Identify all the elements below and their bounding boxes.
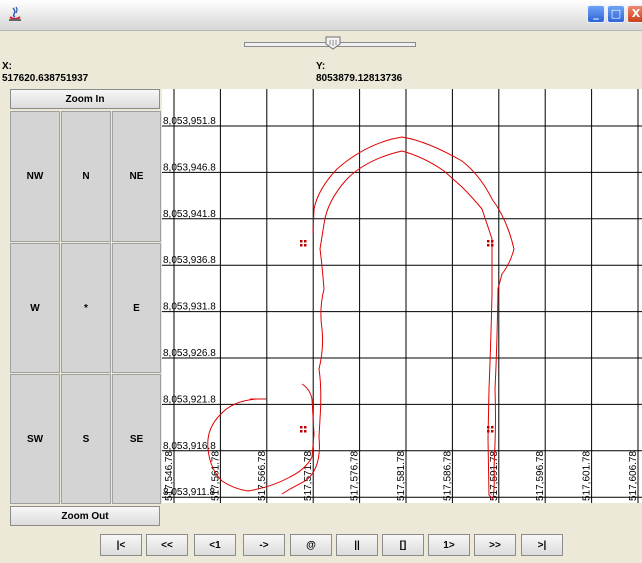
nav-last-button[interactable]: >| bbox=[521, 534, 563, 556]
map-view[interactable]: 8,053,951.8 8,053,946.8 8,053,941.8 8,053,9… bbox=[162, 89, 642, 503]
close-icon: X bbox=[631, 7, 641, 20]
x-coord-value: 517620.638751937 bbox=[2, 73, 89, 84]
y-tick-label: 8,053,946.8 bbox=[163, 162, 216, 173]
x-axis-labels: 517,546.78 517,561.78 517,566.78 517,571.78… bbox=[164, 451, 639, 501]
zoom-in-button[interactable]: Zoom In bbox=[10, 89, 160, 109]
y-tick-label: 8,053,941.8 bbox=[163, 209, 216, 220]
x-tick-label: 517,581.78 bbox=[396, 451, 407, 501]
maximize-icon: □ bbox=[610, 7, 622, 20]
zoom-out-button[interactable]: Zoom Out bbox=[10, 506, 160, 526]
pan-e-button[interactable]: E bbox=[112, 243, 161, 373]
y-coord-value: 8053879.12813736 bbox=[316, 73, 403, 84]
survey-marker-icon bbox=[487, 240, 494, 247]
java-app-icon bbox=[9, 6, 21, 21]
y-tick-label: 8,053,921.8 bbox=[163, 394, 216, 405]
y-coord-label: Y: bbox=[316, 61, 326, 72]
minimize-icon: _ bbox=[593, 7, 599, 20]
pan-nw-button[interactable]: NW bbox=[10, 111, 60, 242]
x-tick-label: 517,596.78 bbox=[535, 451, 546, 501]
pan-se-button[interactable]: SE bbox=[112, 374, 161, 504]
zoom-slider-thumb[interactable] bbox=[325, 36, 341, 50]
small-boundary-outline bbox=[207, 383, 315, 492]
x-tick-label: 517,586.78 bbox=[442, 451, 453, 501]
nav-fast-forward-button[interactable]: >> bbox=[474, 534, 516, 556]
survey-markers bbox=[300, 240, 494, 433]
survey-marker-icon bbox=[487, 426, 494, 433]
map-canvas[interactable]: 8,053,951.8 8,053,946.8 8,053,941.8 8,053,9… bbox=[162, 89, 642, 503]
pan-ne-button[interactable]: NE bbox=[112, 111, 161, 242]
maximize-button[interactable]: □ bbox=[607, 5, 625, 23]
x-tick-label: 517,561.78 bbox=[210, 451, 221, 501]
x-tick-label: 517,566.78 bbox=[257, 451, 268, 501]
minimize-button[interactable]: _ bbox=[587, 5, 605, 23]
close-button[interactable]: X bbox=[627, 5, 642, 23]
nav-pause-button[interactable]: || bbox=[336, 534, 378, 556]
survey-marker-icon bbox=[300, 426, 307, 433]
x-tick-label: 517,601.78 bbox=[582, 451, 593, 501]
nav-stop-button[interactable]: [] bbox=[382, 534, 424, 556]
nav-step-forward-button[interactable]: 1> bbox=[428, 534, 470, 556]
nav-first-button[interactable]: |< bbox=[100, 534, 142, 556]
y-axis-labels: 8,053,951.8 8,053,946.8 8,053,941.8 8,053,9… bbox=[163, 116, 216, 498]
title-bar: _ □ X bbox=[0, 0, 642, 31]
y-tick-label: 8,053,936.8 bbox=[163, 255, 216, 266]
y-tick-label: 8,053,916.8 bbox=[163, 441, 216, 452]
nav-current-button[interactable]: @ bbox=[290, 534, 332, 556]
x-tick-label: 517,571.78 bbox=[303, 451, 314, 501]
y-tick-label: 8,053,926.8 bbox=[163, 348, 216, 359]
pan-center-button[interactable]: * bbox=[61, 243, 111, 373]
pan-s-button[interactable]: S bbox=[61, 374, 111, 504]
nav-play-button[interactable]: -> bbox=[243, 534, 285, 556]
y-tick-label: 8,053,911.8 bbox=[163, 487, 216, 498]
x-tick-label: 517,546.78 bbox=[164, 451, 175, 501]
pan-w-button[interactable]: W bbox=[10, 243, 60, 373]
y-tick-label: 8,053,951.8 bbox=[163, 116, 216, 127]
y-tick-label: 8,053,931.8 bbox=[163, 302, 216, 313]
nav-step-back-button[interactable]: <1 bbox=[194, 534, 236, 556]
pan-n-button[interactable]: N bbox=[61, 111, 111, 242]
x-coord-label: X: bbox=[2, 61, 12, 72]
main-boundary-outline bbox=[281, 136, 515, 501]
map-grid bbox=[162, 89, 642, 503]
x-tick-label: 517,576.78 bbox=[350, 451, 361, 501]
x-tick-label: 517,606.78 bbox=[628, 451, 639, 501]
navigation-bar: |< << <1 -> @ || [] 1> >> >| bbox=[0, 524, 642, 563]
survey-marker-icon bbox=[300, 240, 307, 247]
nav-rewind-button[interactable]: << bbox=[146, 534, 188, 556]
pan-sw-button[interactable]: SW bbox=[10, 374, 60, 504]
